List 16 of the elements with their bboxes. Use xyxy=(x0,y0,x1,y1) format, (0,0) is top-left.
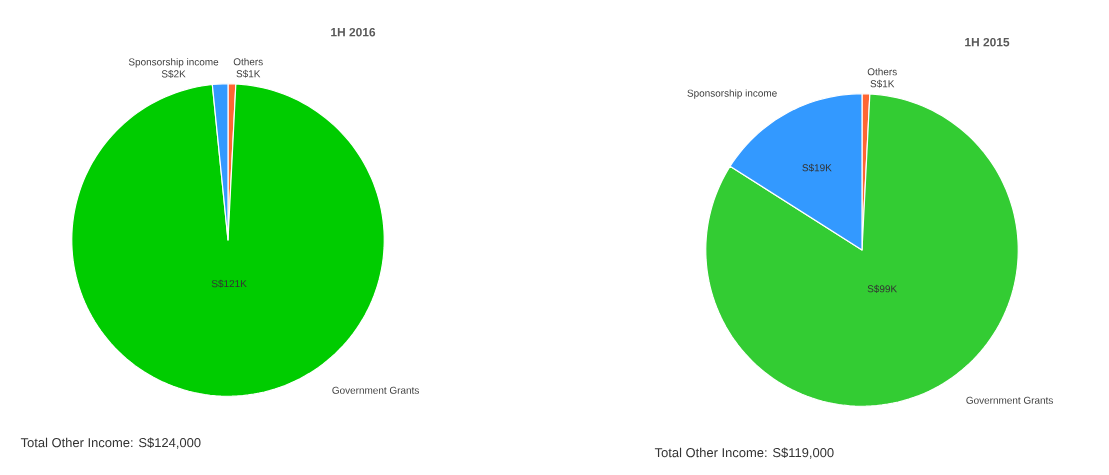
slice-label: Others xyxy=(867,68,897,76)
data-label: S$1K xyxy=(236,69,261,78)
text: Total Other Income: S$119,000 xyxy=(654,447,834,459)
data-label: S$19K xyxy=(802,163,832,172)
data-label: S$99K xyxy=(867,284,897,293)
slice-label: Sponsorship income xyxy=(687,89,777,99)
chart-title: 1H 2015 xyxy=(965,37,1010,47)
data-label: S$2K xyxy=(161,69,186,79)
data-label: S$1K xyxy=(870,79,895,88)
text: Total Other Income: S$124,000 xyxy=(20,437,201,449)
slice-label: Sponsorship income xyxy=(128,58,219,68)
chart-title: 1H 2016 xyxy=(331,27,376,37)
slice-label: Government Grants xyxy=(966,396,1053,404)
data-label: S$121K xyxy=(211,279,247,288)
slice-label: Others xyxy=(233,58,263,66)
slice-label: Government Grants xyxy=(332,386,419,394)
